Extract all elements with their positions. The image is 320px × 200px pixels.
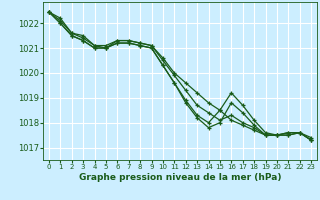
X-axis label: Graphe pression niveau de la mer (hPa): Graphe pression niveau de la mer (hPa) (79, 173, 281, 182)
